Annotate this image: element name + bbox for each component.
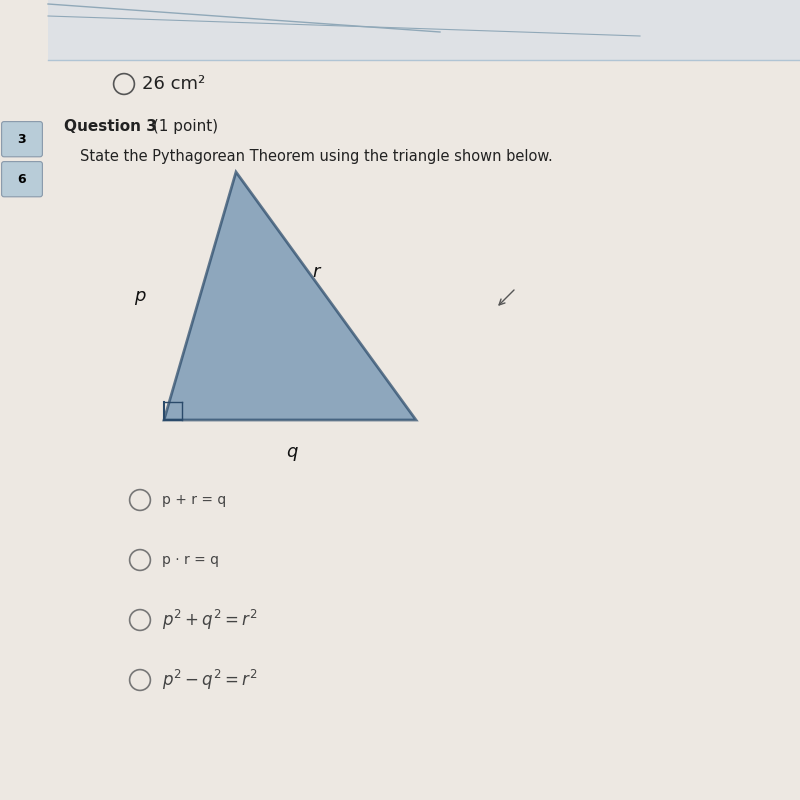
Text: 3: 3 — [18, 133, 26, 146]
Text: Question 3: Question 3 — [64, 119, 157, 134]
Text: p: p — [134, 287, 146, 305]
Text: p + r = q: p + r = q — [162, 493, 226, 507]
Text: p · r = q: p · r = q — [162, 553, 219, 567]
Text: r: r — [312, 263, 320, 281]
FancyBboxPatch shape — [2, 122, 42, 157]
Text: q: q — [286, 443, 298, 461]
Text: 26 cm²: 26 cm² — [142, 75, 206, 93]
Text: State the Pythagorean Theorem using the triangle shown below.: State the Pythagorean Theorem using the … — [80, 149, 553, 163]
Text: (1 point): (1 point) — [148, 119, 218, 134]
Text: 6: 6 — [18, 173, 26, 186]
Bar — [48, 0, 800, 60]
FancyBboxPatch shape — [2, 162, 42, 197]
Polygon shape — [164, 172, 416, 420]
Text: $p^2 - q^2 = r^2$: $p^2 - q^2 = r^2$ — [162, 668, 258, 692]
Text: $p^2 + q^2 = r^2$: $p^2 + q^2 = r^2$ — [162, 608, 258, 632]
